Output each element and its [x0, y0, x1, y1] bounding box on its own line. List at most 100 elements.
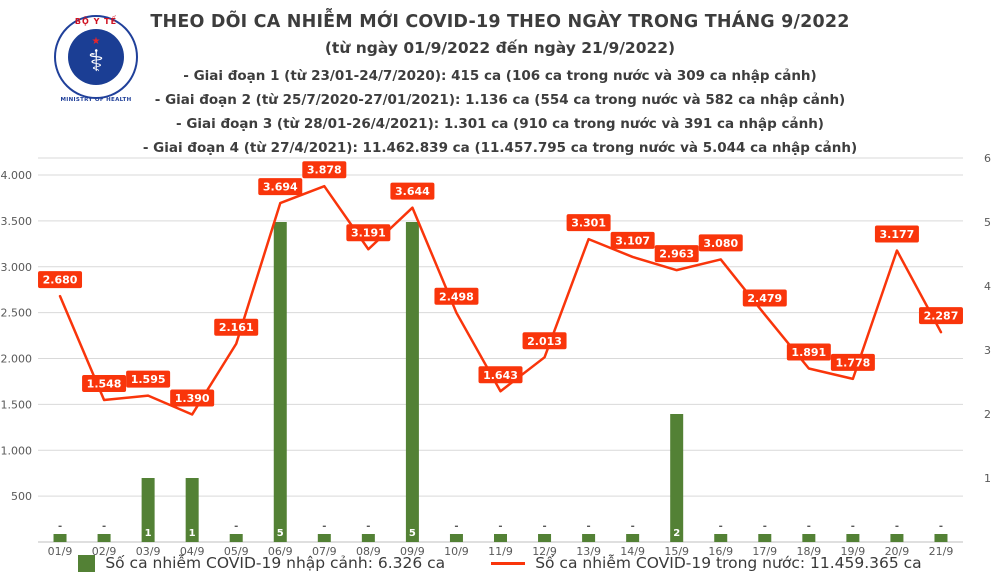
x-axis-tick-label: 09/9	[400, 545, 425, 558]
data-label-box	[82, 374, 127, 392]
page-subtitle: (từ ngày 01/9/2022 đến ngày 21/9/2022)	[324, 39, 676, 57]
bar-imported-cases	[758, 534, 772, 542]
bar-imported-cases	[494, 534, 507, 542]
data-label-text: 2.013	[527, 335, 562, 348]
x-axis-tick-label: 11/9	[488, 545, 513, 558]
legend-item-imported: Số ca nhiễm COVID-19 nhập cảnh: 6.326 ca	[78, 554, 445, 572]
x-axis-tick-label: 06/9	[268, 545, 293, 558]
x-axis-tick-label: 05/9	[224, 545, 249, 558]
data-label-text: 3.191	[351, 227, 386, 240]
bar-value-label: 2	[673, 528, 680, 539]
page-title: THEO DÕI CA NHIỄM MỚI COVID-19 THEO NGÀY…	[150, 12, 850, 32]
stage-summary: - Giai đoạn 1 (từ 23/01-24/7/2020): 415 …	[0, 64, 1000, 160]
data-label-box	[478, 366, 523, 384]
data-label-text: 3.301	[571, 217, 606, 230]
bar-imported-cases	[846, 534, 860, 542]
bar-value-label: -	[763, 521, 767, 532]
left-axis-tick-label: 1.000	[1, 444, 33, 457]
x-axis-tick-label: 15/9	[664, 545, 689, 558]
bar-value-label: -	[498, 521, 502, 532]
data-label-box	[830, 353, 875, 371]
data-label-text: 3.080	[703, 237, 738, 250]
left-axis-tick-label: 2.000	[1, 353, 33, 366]
right-axis-tick-label: 2	[984, 408, 991, 421]
x-axis-tick-label: 07/9	[312, 545, 337, 558]
data-label-text: 2.963	[659, 248, 694, 261]
legend-domestic-label: Số ca nhiễm COVID-19 trong nước: 11.459.…	[535, 554, 922, 572]
bar-value-label: -	[631, 521, 635, 532]
x-axis-tick-label: 08/9	[356, 545, 381, 558]
data-label-box	[698, 234, 743, 252]
x-axis-tick-label: 03/9	[136, 545, 161, 558]
x-axis-tick-label: 01/9	[48, 545, 73, 558]
right-axis-tick-label: 4	[984, 280, 991, 293]
medical-staff-icon: ⚕	[87, 43, 105, 79]
left-axis-tick-label: 3.500	[1, 215, 33, 228]
ministry-logo: BỘ Y TẾ ★ ⚕ MINISTRY OF HEALTH	[48, 6, 144, 108]
data-label-box	[126, 370, 171, 388]
data-label-text: 3.177	[880, 228, 915, 241]
legend-domestic-swatch	[491, 561, 526, 565]
data-label-box	[214, 318, 259, 336]
x-axis-tick-label: 02/9	[92, 545, 117, 558]
bar-value-label: -	[719, 521, 723, 532]
left-axis-tick-label: 1.500	[1, 398, 33, 411]
data-label-text: 2.498	[439, 290, 474, 303]
x-axis-tick-label: 04/9	[180, 545, 205, 558]
data-label-box	[258, 178, 303, 196]
data-label-box	[522, 332, 567, 350]
bar-imported-cases	[449, 534, 463, 542]
data-label-text: 3.878	[307, 164, 342, 177]
stage-line-3: - Giai đoạn 3 (từ 28/01-26/4/2021): 1.30…	[176, 116, 824, 132]
bar-value-label: -	[895, 521, 899, 532]
bar-imported-cases	[185, 478, 199, 542]
header: THEO DÕI CA NHIỄM MỚI COVID-19 THEO NGÀY…	[0, 12, 1000, 160]
bar-imported-cases	[97, 534, 111, 542]
data-label-text: 2.287	[924, 310, 959, 323]
data-label-text: 3.694	[263, 181, 298, 194]
data-label-box	[786, 343, 831, 361]
bar-imported-cases	[317, 534, 331, 542]
data-label-box	[38, 271, 83, 289]
bar-value-label: -	[102, 521, 106, 532]
x-axis-tick-label: 13/9	[576, 545, 601, 558]
data-label-box	[654, 245, 699, 263]
data-label-text: 2.680	[43, 274, 78, 287]
left-axis-tick-label: 2.500	[1, 307, 33, 320]
data-label-text: 3.107	[615, 234, 650, 247]
bar-imported-cases	[714, 534, 728, 542]
data-label-box	[874, 225, 919, 243]
bar-imported-cases	[273, 222, 287, 542]
bar-value-label: -	[322, 521, 326, 532]
bar-value-label: -	[58, 521, 62, 532]
bar-value-label: -	[587, 521, 591, 532]
logo-emblem: ★ ⚕	[68, 29, 124, 85]
bar-value-label: -	[234, 521, 238, 532]
bar-imported-cases	[405, 222, 419, 542]
right-axis-tick-label: 1	[984, 472, 991, 485]
bar-imported-cases	[582, 534, 596, 542]
bar-imported-cases	[53, 534, 67, 542]
legend-item-domestic: Số ca nhiễm COVID-19 trong nước: 11.459.…	[491, 554, 922, 572]
bar-value-label: -	[454, 521, 458, 532]
x-axis-tick-label: 12/9	[532, 545, 557, 558]
x-axis-tick-label: 20/9	[885, 545, 910, 558]
left-axis-tick-label: 4.000	[1, 169, 33, 182]
data-label-box	[170, 389, 215, 407]
bar-value-label: -	[939, 521, 943, 532]
bar-value-label: -	[851, 521, 855, 532]
bar-value-label: -	[807, 521, 811, 532]
right-axis-tick-label: 5	[984, 216, 991, 229]
right-axis-tick-label: 3	[984, 344, 991, 357]
data-label-box	[918, 307, 963, 325]
data-label-text: 1.595	[131, 373, 166, 386]
data-label-box	[346, 224, 391, 242]
stage-line-2: - Giai đoạn 2 (từ 25/7/2020-27/01/2021):…	[154, 92, 846, 108]
data-label-text: 3.644	[395, 185, 430, 198]
star-icon: ★	[91, 35, 101, 47]
logo-top-text: BỘ Y TẾ	[74, 17, 118, 26]
data-label-box	[302, 161, 347, 179]
bar-value-label: 1	[189, 528, 196, 539]
right-axis-tick-label: 6	[984, 152, 991, 165]
